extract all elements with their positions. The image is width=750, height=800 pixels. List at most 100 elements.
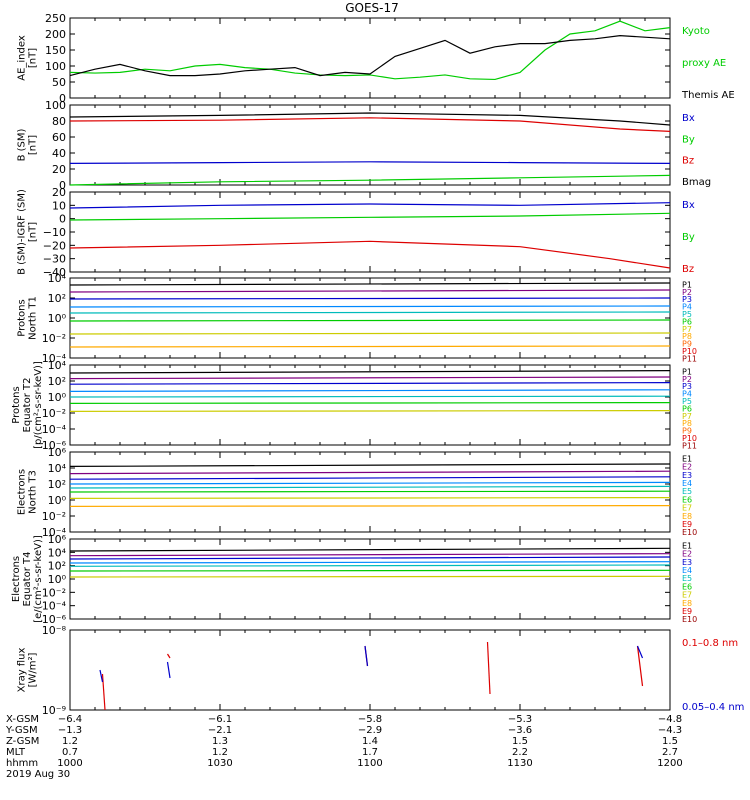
legend-label: P5 xyxy=(682,310,692,319)
y-tick-label: 150 xyxy=(45,44,66,57)
legend-label: E5 xyxy=(682,487,692,496)
series-line xyxy=(69,117,671,132)
series-line xyxy=(69,481,671,485)
y-axis-label: B (SM) xyxy=(17,128,28,161)
y-axis-label: [e/(cm²-s-sr-keV)] xyxy=(33,535,44,623)
y-tick-label: 10² xyxy=(48,375,66,388)
y-tick-label: 10⁻⁴ xyxy=(42,526,67,539)
y-tick-label: 10 xyxy=(52,199,66,212)
series-line xyxy=(69,289,671,293)
legend-label: proxy AE xyxy=(682,58,726,69)
x-axis-group: X-GSMY-GSMZ-GSMMLThhmm−6.4−1.31.20.71000… xyxy=(5,714,683,780)
panel-frame xyxy=(69,104,671,186)
legend-label: P9 xyxy=(682,427,692,436)
y-tick-label: −20 xyxy=(43,239,66,252)
legend-label: P6 xyxy=(682,404,692,413)
panel-8: 10⁻⁸ 10⁻⁹ Xray flux [W/m²] 0.1–0.8 nm 0.05–0.… xyxy=(17,624,745,717)
series-line xyxy=(69,389,671,392)
figure-title: GOES-17 xyxy=(345,1,399,15)
x-axis-tick-value: −4.8 xyxy=(658,714,682,725)
y-tick-label: 10⁶ xyxy=(48,446,67,459)
y-tick-label: 200 xyxy=(45,28,66,41)
legend-label: E2 xyxy=(682,463,692,472)
legend-label: E10 xyxy=(682,528,697,537)
series-line xyxy=(69,382,671,385)
y-tick-label: 10⁰ xyxy=(48,573,67,586)
y-axis-label: Protons xyxy=(11,386,22,423)
series-line xyxy=(69,319,671,322)
y-tick-label: 20 xyxy=(52,163,66,176)
y-tick-label: 0 xyxy=(59,92,66,105)
legend-label: Kyoto xyxy=(682,26,710,37)
panel-1: 250 200 150 100 50 0 AE_index [nT] Kyoto proxy AE… xyxy=(17,12,735,105)
x-axis-tick-value: −4.3 xyxy=(658,725,682,736)
legend-label: E6 xyxy=(682,495,692,504)
legend-label: E1 xyxy=(682,454,692,463)
legend-label: P2 xyxy=(682,288,692,297)
series-line xyxy=(69,174,671,186)
y-axis-label: Electrons xyxy=(11,556,22,602)
y-tick-label: 60 xyxy=(52,131,66,144)
legend-label: P1 xyxy=(682,367,692,376)
y-axis-label: Electrons xyxy=(17,469,28,515)
series-line xyxy=(69,282,671,286)
panel-2: 100 80 60 40 20 0 B (SM) [nT] Bx By Bz Bmag xyxy=(17,99,712,192)
y-tick-label: 10⁻² xyxy=(42,586,66,599)
legend-label: E9 xyxy=(682,520,692,529)
series-segment xyxy=(636,645,644,687)
series-line xyxy=(69,202,671,209)
y-axis-label: [nT] xyxy=(28,135,39,155)
legend-label: P7 xyxy=(682,325,692,334)
x-axis-tick-value: 1030 xyxy=(207,758,232,769)
x-axis-tick-value: −5.8 xyxy=(358,714,382,725)
y-tick-label: −40 xyxy=(43,266,66,279)
legend-label: Bx xyxy=(682,200,695,211)
x-axis-tick-value: 1000 xyxy=(57,758,82,769)
legend-label: Bmag xyxy=(682,177,711,188)
x-axis-row-label: MLT xyxy=(6,747,26,758)
x-axis-row-label: Z-GSM xyxy=(6,736,39,747)
y-axis-label: [nT] xyxy=(28,48,39,68)
legend-label: E2 xyxy=(682,550,692,559)
y-tick-label: 10⁻⁹ xyxy=(42,704,66,717)
series-line xyxy=(69,34,671,77)
y-tick-label: 0 xyxy=(59,213,66,226)
y-tick-label: −10 xyxy=(43,226,66,239)
y-axis-label: Equator T4 xyxy=(22,552,33,607)
y-tick-label: 10⁻⁸ xyxy=(42,624,67,637)
panel-frame xyxy=(69,17,671,99)
x-axis-tick-value: −6.4 xyxy=(58,714,82,725)
legend-label: E7 xyxy=(682,504,692,513)
legend-label: P4 xyxy=(682,390,692,399)
y-tick-label: 10² xyxy=(48,478,66,491)
y-tick-label: 10⁴ xyxy=(48,272,67,285)
series-line xyxy=(69,402,671,404)
legend-label: E6 xyxy=(682,582,692,591)
x-axis-tick-value: 0.7 xyxy=(62,747,78,758)
series-line xyxy=(69,161,671,164)
y-tick-label: 10⁴ xyxy=(48,462,67,475)
legend-label: P10 xyxy=(682,347,697,356)
y-tick-label: 10⁻⁴ xyxy=(42,600,67,613)
series-line xyxy=(69,553,671,557)
y-axis-label: North T3 xyxy=(28,470,39,514)
x-axis-tick-value: −6.1 xyxy=(208,714,232,725)
series-line xyxy=(69,497,671,499)
series-line xyxy=(69,575,671,578)
y-tick-label: 10⁻² xyxy=(42,332,66,345)
legend-label: P8 xyxy=(682,332,692,341)
y-tick-label: 10⁴ xyxy=(48,546,67,559)
x-axis-tick-value: 1.2 xyxy=(212,747,228,758)
y-tick-label: 10⁻² xyxy=(42,407,66,420)
y-tick-label: 10⁰ xyxy=(48,391,67,404)
series-segment xyxy=(99,669,104,683)
x-axis-tick-value: 1130 xyxy=(507,758,532,769)
y-tick-label: 10⁶ xyxy=(48,533,67,546)
y-axis-label: [nT] xyxy=(28,222,39,242)
y-axis-label: B (SM)-IGRF (SM) xyxy=(17,189,28,275)
y-tick-label: 0 xyxy=(59,179,66,192)
x-axis-row-label: Y-GSM xyxy=(5,725,38,736)
